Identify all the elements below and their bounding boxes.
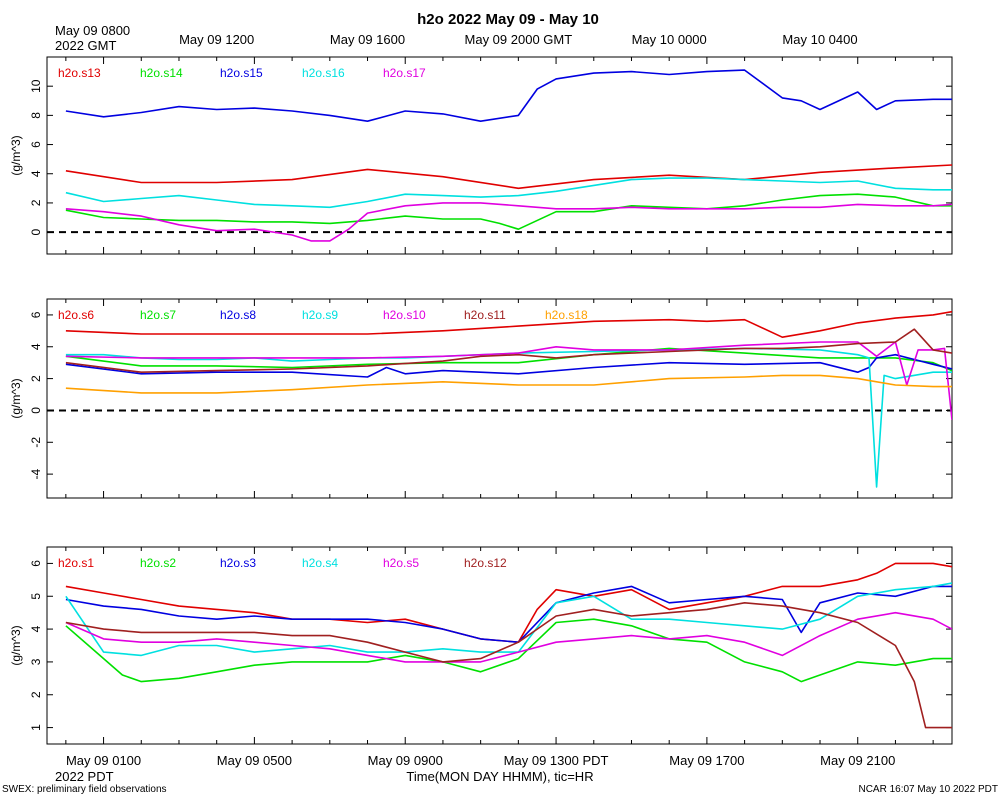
- series-line-h2o.s7: [65, 347, 952, 372]
- legend-h2o.s9: h2o.s9: [302, 308, 338, 322]
- legend-h2o.s17: h2o.s17: [383, 66, 426, 80]
- panel-3: 1 2 3 4 5 6 (g/m^3) h2o.s1 h2o.s2 h2o.s3 h2o.s4 h2o…: [9, 546, 953, 745]
- legend-h2o.s4: h2o.s4: [302, 556, 338, 570]
- series-line-h2o.s5: [65, 611, 952, 663]
- y-tick-label: 3: [29, 658, 43, 665]
- y-axis-label: (g/m^3): [9, 378, 23, 418]
- y-tick-label: 5: [29, 593, 43, 600]
- legend-h2o.s14: h2o.s14: [140, 66, 183, 80]
- panel-frame: [46, 298, 953, 499]
- series-line-h2o.s13: [65, 164, 952, 190]
- bottom-axis-tick-label: May 09 2100: [820, 753, 895, 768]
- chart-title: h2o 2022 May 09 - May 10: [417, 11, 599, 28]
- series-line-h2o.s14: [65, 193, 952, 230]
- bottom-axis-tick-label: May 09 1700: [669, 753, 744, 768]
- y-axis-label: (g/m^3): [9, 625, 23, 665]
- y-tick-label: -4: [29, 468, 43, 479]
- y-tick-label: 0: [29, 407, 43, 414]
- series-line-h2o.s15: [65, 69, 952, 122]
- legend-h2o.s6: h2o.s6: [58, 308, 94, 322]
- y-tick-label: 8: [29, 112, 43, 119]
- y-tick-label: 4: [29, 625, 43, 632]
- y-tick-label: 4: [29, 170, 43, 177]
- legend-h2o.s7: h2o.s7: [140, 308, 176, 322]
- legend-h2o.s16: h2o.s16: [302, 66, 345, 80]
- series-line-h2o.s11: [65, 328, 952, 373]
- bottom-axis-tick-label: May 09 0100: [66, 753, 141, 768]
- y-tick-label: 4: [29, 343, 43, 350]
- y-tick-label: 6: [29, 311, 43, 318]
- bottom-axis-sublabel: 2022 PDT: [55, 769, 114, 784]
- y-tick-label: 0: [29, 228, 43, 235]
- series-line-h2o.s16: [65, 177, 952, 209]
- x-axis-label: Time(MON DAY HHMM), tic=HR: [406, 769, 593, 784]
- legend-h2o.s15: h2o.s15: [220, 66, 263, 80]
- top-axis-tick-label: May 09 0800: [55, 23, 130, 38]
- legend-h2o.s3: h2o.s3: [220, 556, 256, 570]
- y-tick-label: 2: [29, 691, 43, 698]
- footer-right: NCAR 16:07 May 10 2022 PDT: [858, 784, 998, 795]
- legend-h2o.s11: h2o.s11: [464, 308, 506, 322]
- legend-h2o.s1: h2o.s1: [58, 556, 94, 570]
- legend-h2o.s10: h2o.s10: [383, 308, 426, 322]
- top-axis-tick-label: May 09 1200: [179, 32, 254, 47]
- series-line-h2o.s2: [65, 618, 952, 683]
- bottom-axis-tick-label: May 09 1300 PDT: [504, 753, 609, 768]
- top-axis-tick-label: May 09 2000 GMT: [465, 32, 573, 47]
- legend-h2o.s8: h2o.s8: [220, 308, 256, 322]
- top-axis-tick-label: May 10 0000: [632, 32, 707, 47]
- series-line-h2o.s18: [65, 374, 952, 394]
- y-tick-label: 6: [29, 560, 43, 567]
- y-tick-label: 6: [29, 141, 43, 148]
- y-tick-label: 1: [29, 724, 43, 731]
- top-axis-tick-label: May 09 1600: [330, 32, 405, 47]
- panel-frame: [46, 546, 953, 745]
- y-tick-label: -2: [29, 437, 43, 448]
- legend-h2o.s5: h2o.s5: [383, 556, 419, 570]
- top-axis-tick-label: May 10 0400: [782, 32, 857, 47]
- series-line-h2o.s6: [65, 310, 952, 338]
- panel-1: 0 2 4 6 8 10 (g/m^3) h2o.s13 h2o.s14 h2o.s15 h2o.s…: [9, 56, 953, 255]
- series-line-h2o.s17: [65, 202, 952, 242]
- series-line-h2o.s1: [65, 562, 952, 643]
- legend-h2o.s13: h2o.s13: [58, 66, 101, 80]
- y-tick-label: 2: [29, 375, 43, 382]
- bottom-axis-tick-label: May 09 0500: [217, 753, 292, 768]
- series-line-h2o.s3: [65, 585, 952, 643]
- legend-h2o.s18: h2o.s18: [545, 308, 588, 322]
- panel-2: -4 -2 0 2 4 6 (g/m^3) h2o.s6 h2o.s7 h2o.s8 h2o.s9 h…: [9, 298, 953, 499]
- legend-h2o.s12: h2o.s12: [464, 556, 507, 570]
- series-line-h2o.s4: [65, 582, 952, 657]
- bottom-axis-tick-label: May 09 0900: [368, 753, 443, 768]
- y-tick-label: 10: [29, 79, 43, 93]
- panel-frame: [46, 56, 953, 255]
- footer-left: SWEX: preliminary field observations: [2, 784, 167, 795]
- y-axis-label: (g/m^3): [9, 135, 23, 175]
- legend-h2o.s2: h2o.s2: [140, 556, 176, 570]
- series-line-h2o.s10: [65, 341, 952, 421]
- series-line-h2o.s9: [65, 347, 952, 488]
- y-tick-label: 2: [29, 199, 43, 206]
- series-line-h2o.s8: [65, 353, 952, 378]
- series-line-h2o.s12: [65, 602, 952, 729]
- top-axis-sublabel: 2022 GMT: [55, 38, 116, 53]
